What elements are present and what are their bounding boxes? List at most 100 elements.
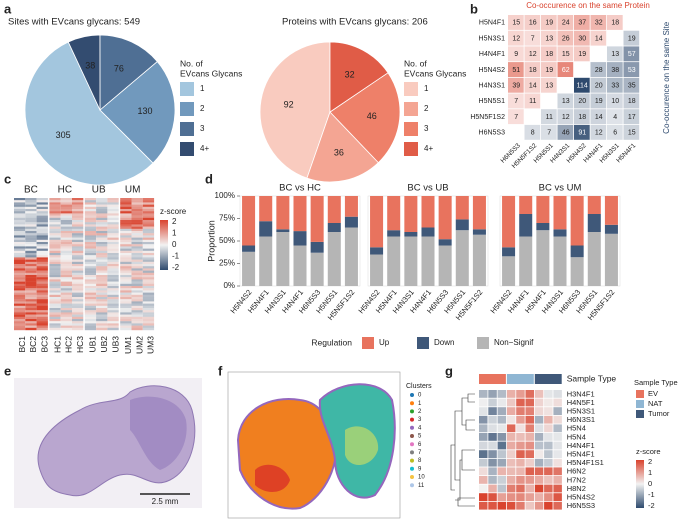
heatmap-cell (574, 46, 590, 62)
heat-cell (120, 319, 132, 322)
heat-cell (120, 303, 132, 306)
tissue-image: 2.5 mm (14, 378, 202, 508)
heat-cell (142, 206, 155, 210)
heat-cell (107, 248, 119, 251)
heat-cell (525, 390, 534, 398)
heat-cell (544, 398, 553, 407)
heat-cell (84, 314, 97, 317)
heat-cell (25, 231, 37, 234)
heat-cell (36, 314, 48, 317)
heat-cell (131, 283, 143, 287)
row-label: H4N4F1 (479, 51, 505, 58)
heat-cell (25, 235, 37, 238)
heat-cell (49, 268, 61, 271)
heat-cell (84, 233, 97, 236)
heat-cell (84, 224, 97, 227)
sample-type-bar (506, 374, 534, 384)
heat-cell (36, 242, 48, 245)
legend-dot (410, 393, 414, 397)
heatmap-cell (541, 109, 557, 125)
heat-cell (497, 433, 507, 441)
bar-segment (259, 236, 273, 286)
bar-segment (519, 214, 533, 237)
heat-cell (131, 272, 143, 276)
heat-cell (14, 215, 26, 218)
row-label: H4N3S1 (479, 82, 506, 89)
legend-label: 9 (418, 466, 422, 472)
color-bar (160, 220, 168, 270)
heat-cell (72, 264, 84, 267)
heat-cell (96, 226, 108, 229)
heat-cell (544, 467, 553, 476)
heat-cell (131, 281, 143, 284)
heat-cell (96, 277, 108, 280)
heat-cell (60, 257, 72, 260)
y-tick-label: 0% (223, 281, 235, 290)
heat-cell (120, 299, 132, 302)
heat-cell (84, 228, 97, 232)
heat-cell (96, 233, 108, 236)
heat-cell (36, 224, 48, 227)
heat-cell (131, 209, 143, 212)
heat-cell (120, 288, 132, 291)
heat-cell (36, 321, 48, 324)
heat-cell (60, 204, 72, 207)
heat-cell (49, 321, 61, 324)
heat-cell (142, 198, 155, 201)
cell-label: 7 (514, 114, 518, 121)
heat-cell (525, 407, 534, 415)
cell-label: 19 (545, 20, 553, 27)
heat-cell (84, 297, 97, 300)
heat-cell (107, 305, 119, 309)
legend-label: 4 (418, 425, 422, 431)
legend-title: EVcans Glycans (180, 68, 242, 78)
heat-cell (96, 286, 108, 289)
heat-cell (142, 259, 155, 262)
heat-cell (553, 441, 562, 450)
heat-cell (534, 407, 544, 415)
heat-cell (72, 275, 84, 278)
heat-cell (84, 310, 97, 313)
heat-cell (49, 220, 61, 223)
heat-cell (49, 261, 61, 265)
heat-cell (96, 288, 108, 291)
bar-segment (553, 236, 567, 286)
heatmap-cell (590, 30, 607, 46)
cell-label: 14 (595, 35, 603, 42)
cell-label: 12 (529, 51, 537, 58)
heat-cell (14, 257, 26, 260)
heat-cell (36, 250, 48, 254)
heat-cell (72, 314, 84, 317)
heat-cell (131, 204, 143, 207)
legend-swatch (636, 400, 644, 408)
heat-cell (36, 325, 48, 328)
bar-segment (370, 254, 384, 286)
heat-cell (142, 228, 155, 232)
heat-cell (506, 433, 516, 441)
heat-cell (142, 297, 155, 300)
heat-cell (60, 209, 72, 212)
heat-cell (553, 398, 562, 407)
heat-cell (96, 299, 108, 302)
heat-cell (96, 242, 108, 245)
scale-bar-label: 2.5 mm (152, 497, 179, 506)
bar-segment (242, 251, 256, 286)
cell-label: 18 (611, 20, 619, 27)
heat-cell (25, 268, 37, 271)
heat-cell (534, 493, 544, 501)
col-label: UB2 (99, 336, 109, 353)
heat-cell (131, 233, 143, 236)
heat-cell (131, 264, 143, 267)
bar-segment (502, 247, 516, 257)
heat-cell (25, 270, 37, 273)
y-tick-label: 100% (215, 191, 235, 200)
cell-label: 7 (531, 35, 535, 42)
cell-label: 17 (628, 114, 636, 121)
heat-cell (131, 294, 143, 298)
heat-cell (497, 450, 507, 458)
heat-cell (72, 253, 84, 256)
heat-cell (131, 253, 143, 256)
heat-cell (36, 217, 48, 221)
heat-cell (49, 312, 61, 315)
heat-cell (14, 246, 26, 249)
